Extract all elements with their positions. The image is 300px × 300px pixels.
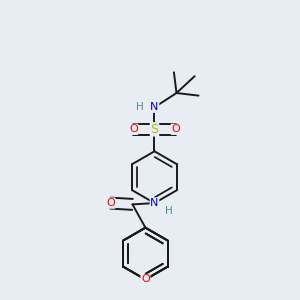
Text: N: N — [150, 102, 159, 112]
Text: N: N — [150, 198, 159, 208]
Text: S: S — [151, 123, 158, 136]
Text: O: O — [141, 274, 150, 284]
Text: H: H — [136, 102, 144, 112]
Text: O: O — [129, 124, 138, 134]
Text: O: O — [171, 124, 180, 134]
Text: O: O — [106, 198, 115, 208]
Text: H: H — [165, 206, 172, 216]
